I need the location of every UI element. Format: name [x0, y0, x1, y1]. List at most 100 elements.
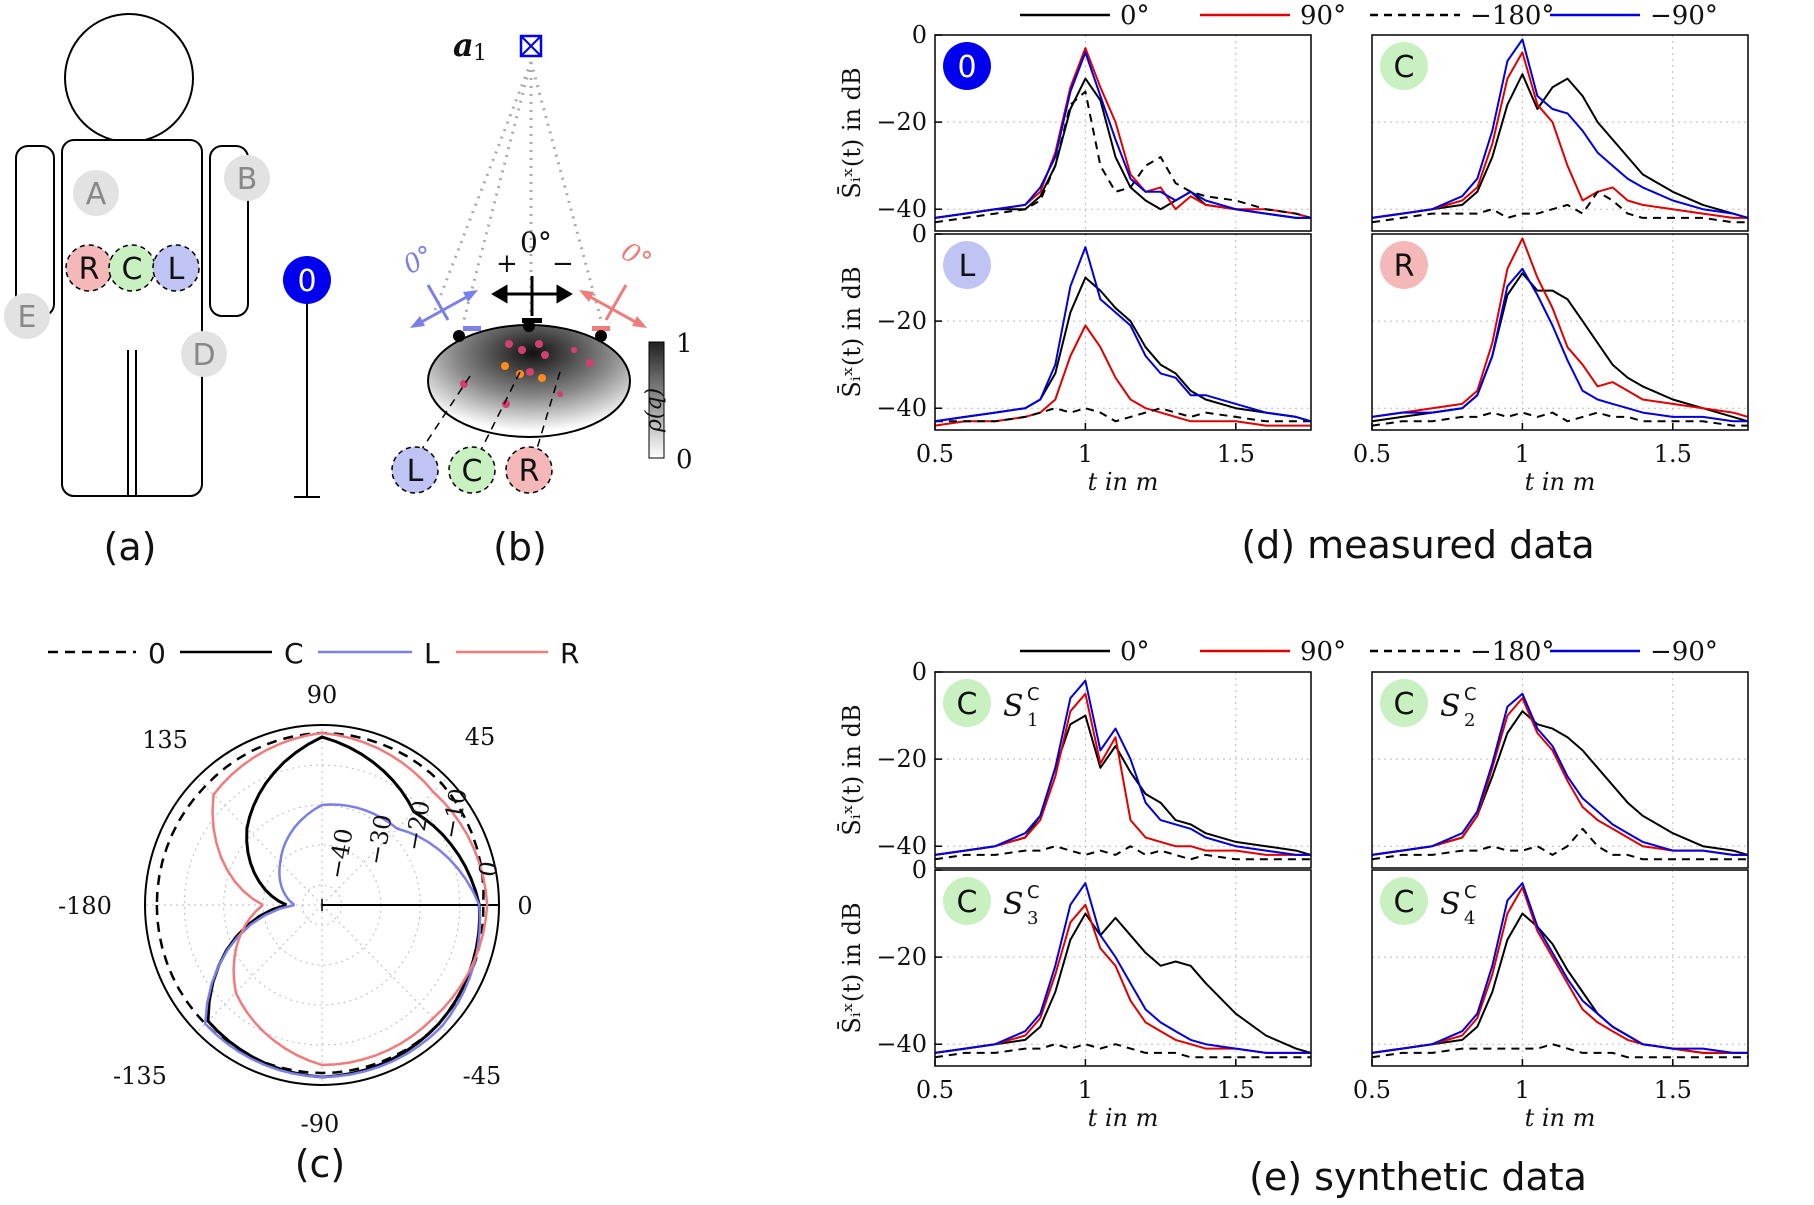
set-symbol: S	[1440, 887, 1461, 922]
synthetic-data-grid: 0−20−40S̄ᵢˣ(t) in dB C S C1 C S C20−20−40S̄ᵢˣ(…	[838, 658, 1749, 1132]
svg-text:0: 0	[148, 637, 166, 670]
subplot-e-2: C S C 2	[1371, 671, 1749, 869]
axes-frame	[934, 233, 1312, 431]
svg-text:1: 1	[473, 41, 487, 66]
subplot-d-C: C	[1371, 34, 1749, 232]
y-tick-label: 0	[912, 21, 927, 49]
left-arrow	[410, 284, 478, 328]
subplot-d-L: 0 −20 −40 S̄ᵢˣ(t) in dB 0.5 1 1.5 t in m L	[838, 220, 1312, 496]
y-axis-label: S̄ᵢˣ(t) in dB	[838, 704, 866, 835]
series-line-0°	[934, 276, 1312, 423]
x-axis-label: t in m	[1088, 468, 1159, 496]
set-symbol: S	[1003, 689, 1024, 724]
scatter-points	[460, 340, 594, 408]
polar-series-L	[203, 803, 482, 1079]
center-angle: 0°	[520, 226, 552, 259]
set-symbol-sup: C	[1464, 684, 1477, 705]
series-line-0°	[934, 912, 1312, 1054]
series-line-90°	[934, 47, 1312, 219]
polar-spoke	[196, 904, 323, 1033]
y-axis-label: S̄ᵢˣ(t) in dB	[838, 67, 866, 198]
x-tick-label: 1	[1515, 1076, 1530, 1104]
series-line-0°	[934, 714, 1312, 856]
subplot-d-0: 0 −20 −40 S̄ᵢˣ(t) in dB 0	[838, 21, 1312, 232]
x-tick-label: 1.5	[1217, 1076, 1255, 1104]
x-axis-label: t in m	[1525, 468, 1596, 496]
legend-d: 0° 90° −180° −90°	[1020, 1, 1718, 31]
svg-text:L: L	[168, 252, 185, 287]
measured-data-grid: 0 −20 −40 S̄ᵢˣ(t) in dB 0 C 0 −20 −40 S̄ᵢˣ(t) in …	[838, 21, 1749, 496]
set-symbol-sub: 4	[1464, 908, 1475, 929]
series-line-−90°	[1371, 882, 1748, 1054]
x-tick-label: 1.5	[1217, 440, 1255, 468]
svg-text:C: C	[284, 637, 304, 670]
series-line-−180°	[934, 90, 1312, 224]
polar-outer-ring	[144, 724, 500, 1086]
antenna-label: a 1	[453, 26, 543, 66]
polar-radial-label: −30	[361, 812, 397, 867]
set-symbol: S	[1440, 689, 1461, 724]
axes-frame	[1371, 233, 1749, 431]
legend-label: −90°	[1650, 637, 1718, 667]
badge-C	[943, 877, 991, 925]
marker-B: B	[224, 155, 270, 201]
caption-a: (a)	[104, 525, 157, 569]
pole-marker-0: 0	[283, 256, 331, 498]
antenna-pads	[453, 318, 610, 342]
axes-frame	[1371, 869, 1749, 1067]
dashed-leaders	[419, 371, 561, 453]
body-torso	[61, 139, 203, 497]
series-line-−180°	[1371, 1043, 1748, 1059]
svg-text:D: D	[192, 338, 215, 373]
svg-text:a: a	[453, 26, 474, 64]
polar-angle-label: -90	[301, 1110, 340, 1138]
svg-text:R: R	[519, 454, 540, 489]
polar-series-C	[206, 735, 482, 1079]
series-line-−90°	[1371, 267, 1748, 423]
polar-series-R	[211, 731, 489, 1067]
set-symbol-sup: C	[1464, 882, 1477, 903]
polar-radial-label: −40	[322, 826, 358, 881]
svg-text:1: 1	[676, 329, 693, 359]
svg-text:L: L	[424, 637, 440, 670]
x-tick-label: 1	[1078, 1076, 1093, 1104]
series-line-−180°	[934, 1043, 1311, 1059]
svg-text:0: 0	[676, 445, 693, 475]
svg-text:R: R	[79, 252, 100, 287]
marker-C: C	[108, 244, 156, 292]
marker-L-b: L	[391, 446, 439, 494]
legend-label: −180°	[1470, 637, 1554, 667]
series-line-0°	[1371, 912, 1748, 1054]
set-symbol-sub: 2	[1464, 710, 1475, 731]
x-tick-label: 1	[1515, 440, 1530, 468]
set-symbol-sup: C	[1027, 684, 1040, 705]
marker-R-b: R	[505, 446, 553, 494]
y-tick-label: −20	[876, 943, 927, 971]
right-angle: 0°	[616, 237, 657, 278]
series-line-0°	[1371, 710, 1749, 856]
marker-C-b: C	[448, 446, 496, 494]
colorbar: 1 0 ρ(q)	[642, 329, 693, 475]
svg-text:L: L	[407, 454, 424, 489]
marker-D: D	[181, 331, 227, 377]
legend-label: 0°	[1120, 637, 1150, 667]
series-line-90°	[1371, 237, 1749, 418]
y-tick-label: −40	[876, 832, 927, 860]
polar-radial-label: 0	[473, 859, 503, 879]
y-tick-label: 0	[912, 220, 927, 248]
subplot-e-3: 0 −20 −40 S̄ᵢˣ(t) in dB 0.5 1 1.5 t in m C S C 3	[838, 856, 1312, 1132]
polar-angle-label: -180	[58, 892, 112, 920]
caption-d: (d) measured data	[1241, 523, 1594, 567]
x-tick-label: 1.5	[1654, 440, 1692, 468]
subplot-e-4: 0.5 1 1.5 t in m C S C 4	[1353, 869, 1749, 1132]
svg-text:ρ(q): ρ(q)	[642, 388, 667, 433]
y-axis-label: S̄ᵢˣ(t) in dB	[838, 266, 866, 397]
axes-frame	[934, 34, 1312, 232]
series-line-−180°	[1371, 827, 1748, 861]
series-line-−90°	[934, 679, 1311, 856]
legend-label: 90°	[1300, 1, 1346, 31]
ray-lines	[433, 61, 603, 321]
legend-e: 0° 90° −180° −90°	[1020, 637, 1718, 667]
series-line-−90°	[934, 246, 1312, 423]
